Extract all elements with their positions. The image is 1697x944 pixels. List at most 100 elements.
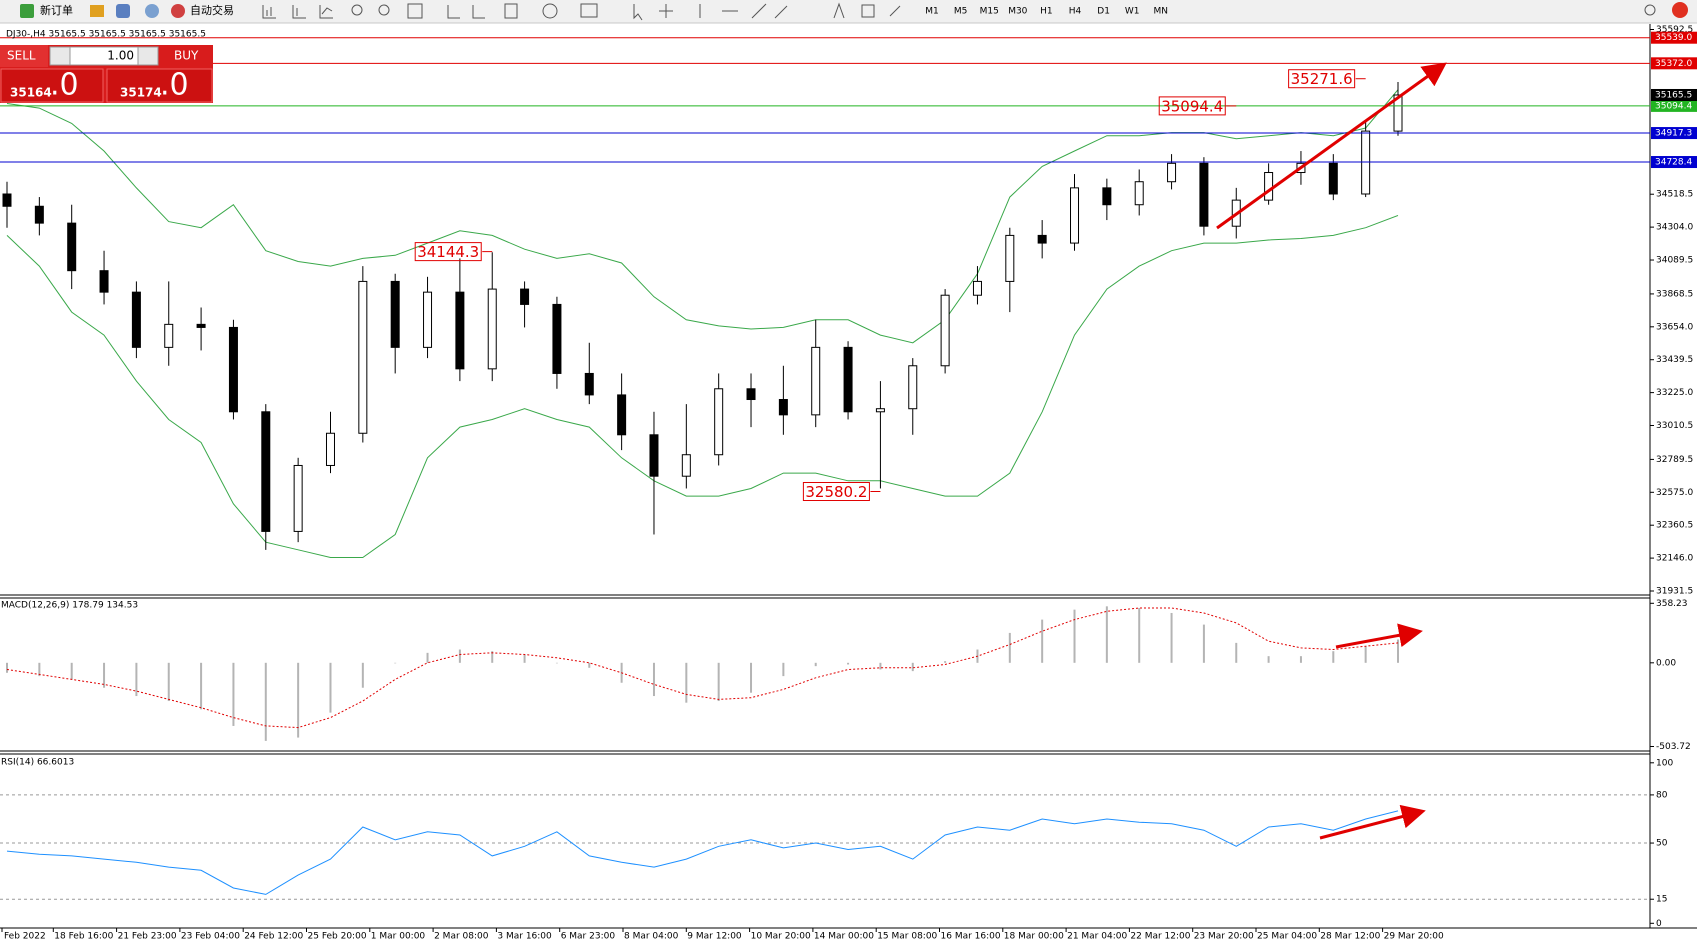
rsi-panel: 100 80 50 15 0 bbox=[0, 758, 1673, 929]
x-tick-label: 3 Mar 16:00 bbox=[497, 932, 552, 942]
y-tick-label: 32575.0 bbox=[1656, 488, 1693, 498]
candle-body bbox=[1167, 162, 1177, 183]
timeframe-button[interactable]: H1 bbox=[1040, 7, 1053, 17]
timeframe-button[interactable]: M1 bbox=[925, 7, 939, 17]
timeframe-button[interactable]: D1 bbox=[1097, 7, 1110, 17]
candle-body bbox=[487, 288, 497, 370]
y-tick-label: 34089.5 bbox=[1656, 256, 1693, 266]
x-tick-label: 23 Feb 04:00 bbox=[181, 932, 240, 942]
candle-body bbox=[358, 280, 368, 434]
y-tick-label: -503.72 bbox=[1656, 742, 1691, 752]
candle-body bbox=[778, 399, 788, 416]
y-tick-label: 100 bbox=[1656, 758, 1673, 768]
macd-bar bbox=[1267, 656, 1270, 663]
tool-icon[interactable] bbox=[116, 4, 130, 18]
x-tick-label: 24 Feb 12:00 bbox=[244, 932, 303, 942]
candle-body bbox=[423, 291, 433, 348]
toolbar bbox=[0, 0, 1697, 23]
timeframe-button[interactable]: M5 bbox=[954, 7, 968, 17]
timeframe-bar: M1 M5 M15 M30 H1 H4 D1 W1 MN bbox=[925, 7, 1168, 17]
candle-body bbox=[908, 365, 918, 410]
notification-badge[interactable] bbox=[1672, 2, 1688, 18]
timeframe-button[interactable]: W1 bbox=[1125, 7, 1140, 17]
candle-body bbox=[649, 434, 659, 477]
trend-arrow bbox=[1319, 804, 1426, 840]
auto-trade-button[interactable]: 自动交易 bbox=[190, 3, 234, 17]
price-annotation: 35271.6 bbox=[1291, 70, 1353, 88]
candle-body bbox=[131, 291, 141, 348]
lot-up[interactable] bbox=[137, 46, 159, 66]
y-tick-label: 34304.0 bbox=[1656, 223, 1693, 233]
timeframe-button[interactable]: H4 bbox=[1069, 7, 1082, 17]
lot-down[interactable] bbox=[49, 46, 71, 66]
x-tick-label: 2 Mar 08:00 bbox=[434, 932, 489, 942]
current-price-label: 35165.5 bbox=[1655, 90, 1692, 100]
macd-bar bbox=[685, 662, 688, 703]
bid-box[interactable] bbox=[0, 68, 104, 103]
macd-bar bbox=[361, 662, 364, 688]
ask-pips[interactable]: .0 bbox=[160, 68, 189, 103]
x-tick-label: 21 Feb 23:00 bbox=[118, 932, 177, 942]
macd-bar bbox=[1170, 612, 1173, 663]
x-tick-label: 22 Mar 12:00 bbox=[1130, 932, 1190, 942]
candle-body bbox=[1102, 187, 1112, 206]
rsi-line bbox=[6, 810, 1399, 895]
new-order-icon[interactable] bbox=[20, 4, 34, 18]
level-label: 35094.4 bbox=[1655, 101, 1692, 111]
bollinger-lower bbox=[6, 215, 1399, 558]
sell-button[interactable] bbox=[0, 45, 48, 67]
y-tick-label: 0 bbox=[1656, 919, 1662, 929]
timeframe-button[interactable]: MN bbox=[1154, 7, 1169, 17]
timeframe-button[interactable]: M30 bbox=[1008, 7, 1027, 17]
candle-body bbox=[1393, 94, 1403, 132]
macd-bar bbox=[458, 649, 461, 663]
x-tick-label: 25 Mar 04:00 bbox=[1257, 932, 1317, 942]
x-tick-label: 9 Mar 12:00 bbox=[687, 932, 742, 942]
current-price-tag bbox=[1651, 88, 1697, 101]
candle-body bbox=[843, 346, 853, 413]
level-tag bbox=[1651, 57, 1697, 70]
y-tick-label: 33010.5 bbox=[1656, 421, 1693, 431]
y-tick-label: 35592.5 bbox=[1656, 25, 1693, 35]
macd-bar bbox=[1364, 646, 1367, 663]
sell-label[interactable]: SELL bbox=[7, 49, 36, 63]
macd-panel: 358.23 0.00 -503.72 bbox=[6, 599, 1691, 752]
macd-bar bbox=[1299, 656, 1302, 663]
candle-body bbox=[584, 372, 594, 396]
price-annotation: 35094.4 bbox=[1161, 97, 1223, 115]
x-tick-label: 18 Mar 00:00 bbox=[1004, 932, 1064, 942]
tool-icon[interactable] bbox=[145, 4, 159, 18]
annotation-box bbox=[414, 242, 482, 262]
macd-bar bbox=[491, 651, 494, 663]
tool-icon[interactable] bbox=[90, 5, 104, 17]
search-icon[interactable] bbox=[1644, 4, 1656, 16]
macd-bar bbox=[523, 654, 526, 663]
candle-body bbox=[325, 432, 335, 466]
ask-box[interactable] bbox=[106, 68, 213, 103]
macd-bar bbox=[555, 662, 558, 664]
y-tick-label: 358.23 bbox=[1656, 599, 1688, 609]
y-tick-label: 33868.5 bbox=[1656, 289, 1693, 299]
x-tick-label: 14 Mar 00:00 bbox=[814, 932, 874, 942]
x-tick-label: 29 Mar 20:00 bbox=[1384, 932, 1444, 942]
tool-icons bbox=[262, 2, 901, 21]
level-label: 35539.0 bbox=[1655, 33, 1692, 43]
buy-label[interactable]: BUY bbox=[174, 49, 199, 63]
new-order-button[interactable]: 新订单 bbox=[40, 3, 73, 17]
macd-bar bbox=[232, 662, 235, 726]
candle-body bbox=[1264, 172, 1274, 201]
candle-body bbox=[520, 288, 530, 305]
bid-pips[interactable]: .0 bbox=[50, 68, 79, 103]
auto-trade-icon[interactable] bbox=[171, 4, 185, 18]
ask-main[interactable]: 35174 bbox=[120, 86, 162, 100]
bid-main[interactable]: 35164 bbox=[10, 86, 52, 100]
macd-bar bbox=[1397, 639, 1399, 663]
y-tick-label: 32360.5 bbox=[1656, 521, 1693, 531]
level-tag bbox=[1651, 156, 1697, 169]
lot-value[interactable]: 1.00 bbox=[107, 49, 134, 63]
macd-bar bbox=[38, 662, 41, 677]
timeframe-button[interactable]: M15 bbox=[980, 7, 999, 17]
y-tick-label: 32146.0 bbox=[1656, 554, 1693, 564]
macd-signal bbox=[6, 607, 1399, 729]
